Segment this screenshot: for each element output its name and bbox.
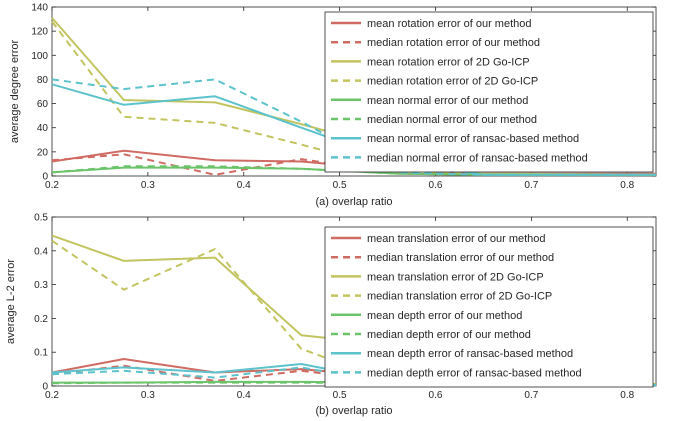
y-tick-label: 100 (31, 51, 48, 62)
legend-entry-4: median rotation error of 2D Go-ICP (367, 76, 538, 88)
x-axis-label: (a) overlap ratio (315, 196, 392, 208)
legend-entry-1: mean rotation error of our method (367, 18, 531, 30)
legend-entry-6: median normal error of our method (367, 114, 537, 126)
series-line-3 (51, 17, 657, 176)
plot-area (51, 6, 657, 177)
legend-entry-2: median translation error of our method (367, 252, 554, 264)
legend-entry-7: mean normal error of ransac-based method (367, 133, 579, 145)
y-tick-label: 0.4 (34, 246, 48, 257)
legend-entry-7: mean depth error of ransac-based method (367, 348, 573, 360)
y-axis-label: average L-2 error (5, 259, 17, 344)
legend-box (324, 226, 654, 388)
legend-entry-3: mean translation error of 2D Go-ICP (367, 271, 544, 283)
y-tick-label: 80 (37, 75, 49, 86)
panel-b: 0.2 0.3 0.4 0.5 0.6 0.7 0.8 0 0.1 0.2 0.3 0.4 0.5 (b)… (5, 213, 657, 417)
legend-entry-8: median normal error of ransac-based meth… (367, 152, 588, 164)
x-axis-label: (b) overlap ratio (315, 405, 392, 417)
x-tick-label: 0.7 (524, 390, 538, 401)
y-tick-label: 0.1 (34, 348, 48, 359)
y-tick-label: 60 (37, 99, 49, 110)
x-tick-label: 0.3 (141, 180, 155, 191)
legend-entry-5: mean depth error of our method (367, 310, 522, 322)
y-tick-label: 0 (42, 382, 48, 393)
legend-entry-3: mean rotation error of 2D Go-ICP (367, 56, 530, 68)
x-tick-label: 0.4 (237, 180, 251, 191)
x-tick-label: 0.4 (237, 390, 251, 401)
x-tick-label: 0.2 (45, 390, 59, 401)
y-axis-label: average degree error (9, 39, 21, 143)
x-tick-label: 0.7 (524, 180, 538, 191)
panel-a: 0.2 0.3 0.4 0.5 0.6 0.7 0.8 0 20 40 60 80 100 120 140 (… (9, 3, 657, 208)
y-tick-label: 140 (31, 3, 48, 14)
legend-entry-6: median depth error of our method (367, 329, 531, 341)
series-line-7 (51, 83, 656, 176)
x-tick-label: 0.8 (620, 390, 634, 401)
series-line-8 (51, 78, 656, 176)
x-tick-label: 0.8 (620, 180, 634, 191)
series-line-6 (51, 165, 656, 176)
x-tick-label: 0.6 (429, 390, 443, 401)
legend-box (324, 11, 654, 173)
legend-entry-2: median rotation error of our method (367, 37, 540, 49)
x-tick-label: 0.2 (45, 180, 59, 191)
y-tick-label: 0.5 (34, 213, 48, 224)
x-tick-label: 0.5 (333, 180, 347, 191)
y-tick-label: 0.3 (34, 280, 48, 291)
y-tick-label: 20 (37, 147, 49, 158)
y-tick-label: 120 (31, 27, 48, 38)
legend-entry-5: mean normal error of our method (367, 95, 528, 107)
x-tick-label: 0.6 (429, 180, 443, 191)
y-tick-label: 0.2 (34, 314, 48, 325)
x-tick-label: 0.3 (141, 390, 155, 401)
y-tick-label: 0 (42, 172, 48, 183)
y-tick-label: 40 (37, 123, 49, 134)
legend-entry-4: median translation error of 2D Go-ICP (367, 291, 552, 303)
legend-entry-8: median depth error of ransac-based metho… (367, 367, 582, 379)
legend-entry-1: mean translation error of our method (367, 233, 546, 245)
x-tick-label: 0.5 (333, 390, 347, 401)
